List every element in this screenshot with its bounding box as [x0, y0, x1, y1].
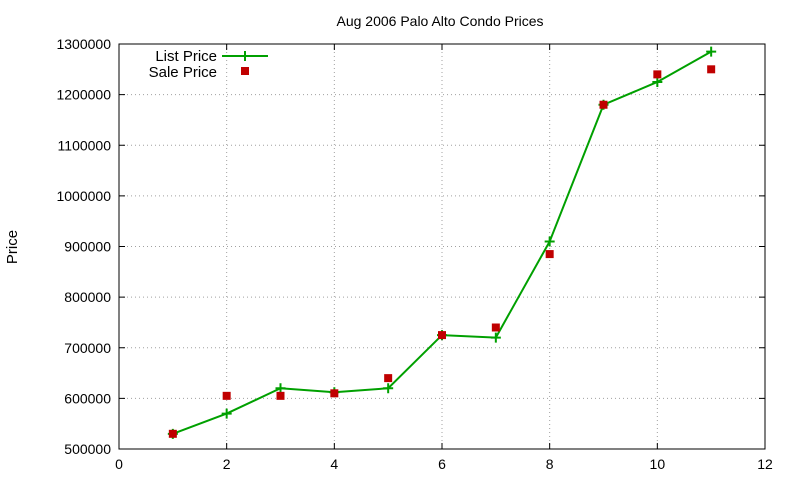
y-tick-label: 1200000	[56, 87, 111, 103]
legend: List Price Sale Price	[149, 48, 268, 81]
point-sale-price	[330, 389, 339, 398]
x-tick-label: 10	[650, 456, 666, 472]
point-list-price	[706, 46, 717, 57]
y-tick-label: 1000000	[56, 188, 111, 204]
x-tick-label: 6	[438, 456, 446, 472]
y-tick-label: 700000	[64, 340, 111, 356]
point-sale-price	[276, 391, 285, 400]
point-sale-price	[438, 331, 446, 340]
point-list-price	[383, 383, 394, 394]
x-tick-label: 0	[115, 456, 123, 472]
point-sale-price	[545, 250, 554, 259]
point-list-price	[221, 408, 232, 419]
y-tick-label: 1100000	[58, 137, 112, 153]
x-tick-label: 8	[546, 456, 554, 472]
point-sale-price	[599, 100, 608, 109]
legend-label-list-price: List Price	[155, 48, 217, 65]
legend-marker-sale-price	[241, 67, 249, 75]
point-sale-price	[653, 70, 662, 79]
point-list-price	[544, 236, 555, 247]
point-list-price	[275, 383, 286, 394]
x-tick-label: 2	[223, 456, 231, 472]
chart-title: Aug 2006 Palo Alto Condo Prices	[336, 13, 543, 29]
point-list-price	[490, 332, 501, 343]
legend-label-sale-price: Sale Price	[149, 64, 217, 81]
axis-ticks: 0 2 4 6 8 10 12 500000 600000 700000 800000 900000 1…	[56, 36, 773, 472]
y-tick-label: 900000	[64, 239, 111, 255]
point-list-price	[652, 76, 663, 87]
point-sale-price	[168, 429, 177, 438]
x-tick-label: 12	[757, 456, 773, 472]
point-sale-price	[384, 374, 393, 383]
grid-lines	[119, 44, 765, 449]
point-sale-price	[491, 323, 500, 332]
y-axis-label: Price	[4, 230, 21, 264]
point-sale-price	[707, 65, 716, 74]
y-tick-label: 800000	[64, 289, 111, 305]
point-sale-price	[222, 391, 231, 400]
x-tick-label: 4	[330, 456, 338, 472]
y-tick-label: 600000	[64, 390, 111, 406]
y-tick-label: 1300000	[56, 36, 111, 52]
data-series	[167, 46, 717, 439]
y-tick-label: 500000	[64, 441, 111, 457]
legend-marker-list-price	[240, 51, 250, 61]
